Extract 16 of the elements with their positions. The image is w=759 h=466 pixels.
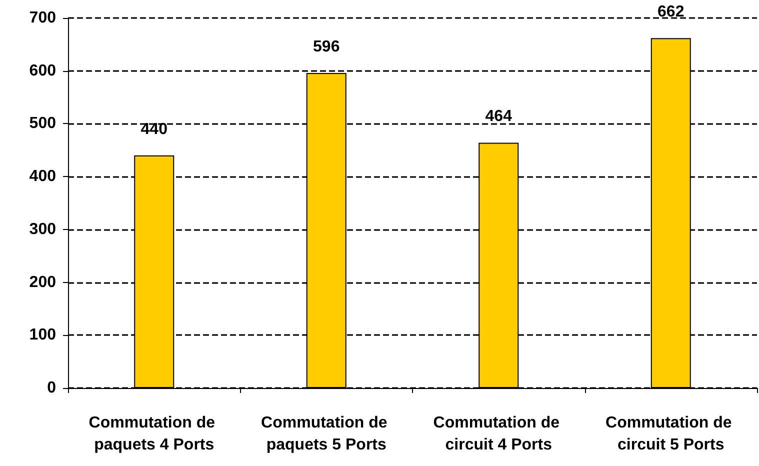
y-tick-label: 300 bbox=[29, 220, 56, 238]
y-tick-label: 100 bbox=[29, 326, 56, 344]
x-tick-label: Commutation de circuit 5 Ports bbox=[606, 414, 736, 454]
y-tick-label: 0 bbox=[47, 380, 56, 396]
data-label: 440 bbox=[140, 120, 168, 138]
y-tick-label: 400 bbox=[29, 168, 56, 186]
y-tick-label: 600 bbox=[29, 62, 56, 80]
y-tick-label: 500 bbox=[29, 115, 56, 132]
x-tick-label: Commutation de circuit 4 Ports bbox=[433, 414, 564, 454]
data-label: 662 bbox=[658, 4, 684, 21]
y-tick-label: 700 bbox=[29, 10, 56, 26]
data-label: 596 bbox=[313, 38, 340, 56]
x-tick-label: Commutation de paquets 4 Ports bbox=[88, 414, 220, 454]
data-label: 464 bbox=[485, 108, 512, 126]
y-tick-label: 200 bbox=[29, 274, 56, 291]
x-tick-label: Commutation de paquets 5 Ports bbox=[261, 414, 392, 454]
